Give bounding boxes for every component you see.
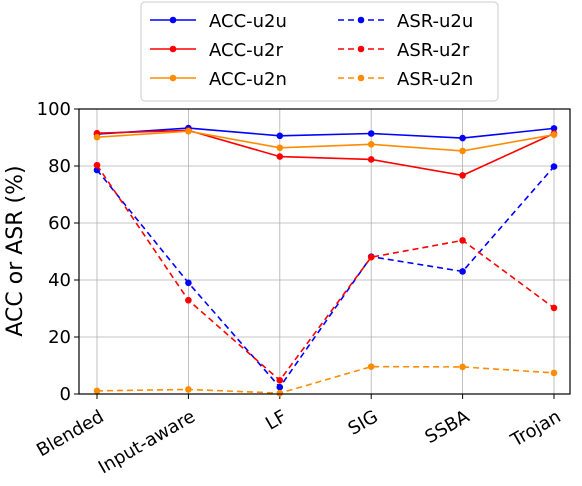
y-axis-label: ACC or ASR (%) — [3, 165, 28, 336]
data-point — [550, 163, 558, 170]
data-point — [93, 387, 101, 395]
x-tick-label: Input-aware — [95, 406, 199, 478]
data-point — [367, 141, 375, 148]
data-point — [93, 161, 101, 169]
data-point — [367, 253, 375, 261]
legend-item: ACC-u2n — [150, 69, 287, 90]
legend-item: ACC-u2u — [150, 11, 287, 32]
data-point — [459, 268, 466, 275]
series-line — [96, 166, 555, 389]
data-point — [459, 172, 466, 179]
legend-marker — [357, 16, 365, 24]
plot-frame — [78, 108, 571, 395]
y-tick-label: 0 — [60, 384, 71, 405]
data-point — [185, 296, 192, 304]
data-point — [185, 386, 192, 393]
y-tick-label: 100 — [37, 99, 71, 120]
series-line — [96, 365, 555, 394]
series-ASR-u2n — [93, 363, 558, 397]
legend-marker — [169, 45, 177, 53]
series-lines — [93, 124, 558, 397]
data-point — [550, 304, 558, 312]
data-point — [550, 131, 558, 138]
data-point — [276, 389, 284, 397]
legend-label: ACC-u2r — [209, 40, 283, 61]
data-point — [276, 383, 284, 391]
legend-marker — [169, 16, 177, 24]
legend: ACC-u2u ACC-u2r ACC-u2n ASR-u2u ASR-u2r ASR-u… — [140, 1, 499, 102]
data-point — [276, 144, 284, 152]
data-point — [367, 363, 375, 370]
x-tick-label: Trojan — [507, 406, 565, 452]
legend-label: ACC-u2n — [209, 69, 287, 90]
legend-label: ASR-u2u — [397, 11, 473, 32]
grid-lines — [79, 108, 570, 395]
legend-marker — [357, 45, 365, 53]
data-point — [459, 363, 466, 371]
legend-label: ASR-u2n — [397, 69, 473, 90]
data-point — [459, 237, 466, 244]
data-point — [185, 127, 192, 135]
legend-item: ASR-u2u — [338, 11, 473, 32]
data-point — [459, 134, 466, 142]
series-ASR-u2u — [93, 163, 558, 391]
x-tick-label: LF — [262, 406, 290, 434]
data-point — [93, 133, 101, 141]
legend-marker — [357, 74, 365, 82]
data-point — [276, 132, 284, 140]
data-point — [550, 125, 558, 132]
y-tick-label: 20 — [48, 327, 71, 348]
legend-item: ACC-u2r — [150, 40, 283, 61]
y-tick-label: 80 — [48, 156, 71, 177]
x-tick-label: Blended — [33, 406, 107, 461]
series-ASR-u2r — [93, 161, 558, 384]
data-point — [276, 153, 284, 160]
legend-item: ASR-u2r — [338, 40, 470, 61]
legend-box — [140, 1, 499, 102]
x-tick-label: SIG — [345, 406, 382, 440]
legend-label: ACC-u2u — [209, 11, 287, 32]
series-line — [96, 127, 555, 139]
series-line — [96, 164, 555, 382]
series-line — [96, 129, 555, 177]
x-tick-label: SSBA — [421, 406, 473, 448]
series-line — [96, 130, 555, 152]
legend-label: ASR-u2r — [397, 40, 470, 61]
y-tick-label: 40 — [48, 270, 71, 291]
legend-marker — [169, 74, 177, 82]
data-point — [185, 279, 192, 287]
data-point — [367, 130, 375, 137]
data-point — [459, 147, 466, 155]
data-point — [550, 369, 558, 377]
data-point — [276, 377, 284, 384]
y-axis-ticks: 0 20 40 60 80 100 — [37, 99, 79, 405]
data-point — [367, 156, 375, 163]
legend-item: ASR-u2n — [338, 69, 473, 90]
y-tick-label: 60 — [48, 213, 71, 234]
series-ACC-u2n — [93, 127, 558, 155]
